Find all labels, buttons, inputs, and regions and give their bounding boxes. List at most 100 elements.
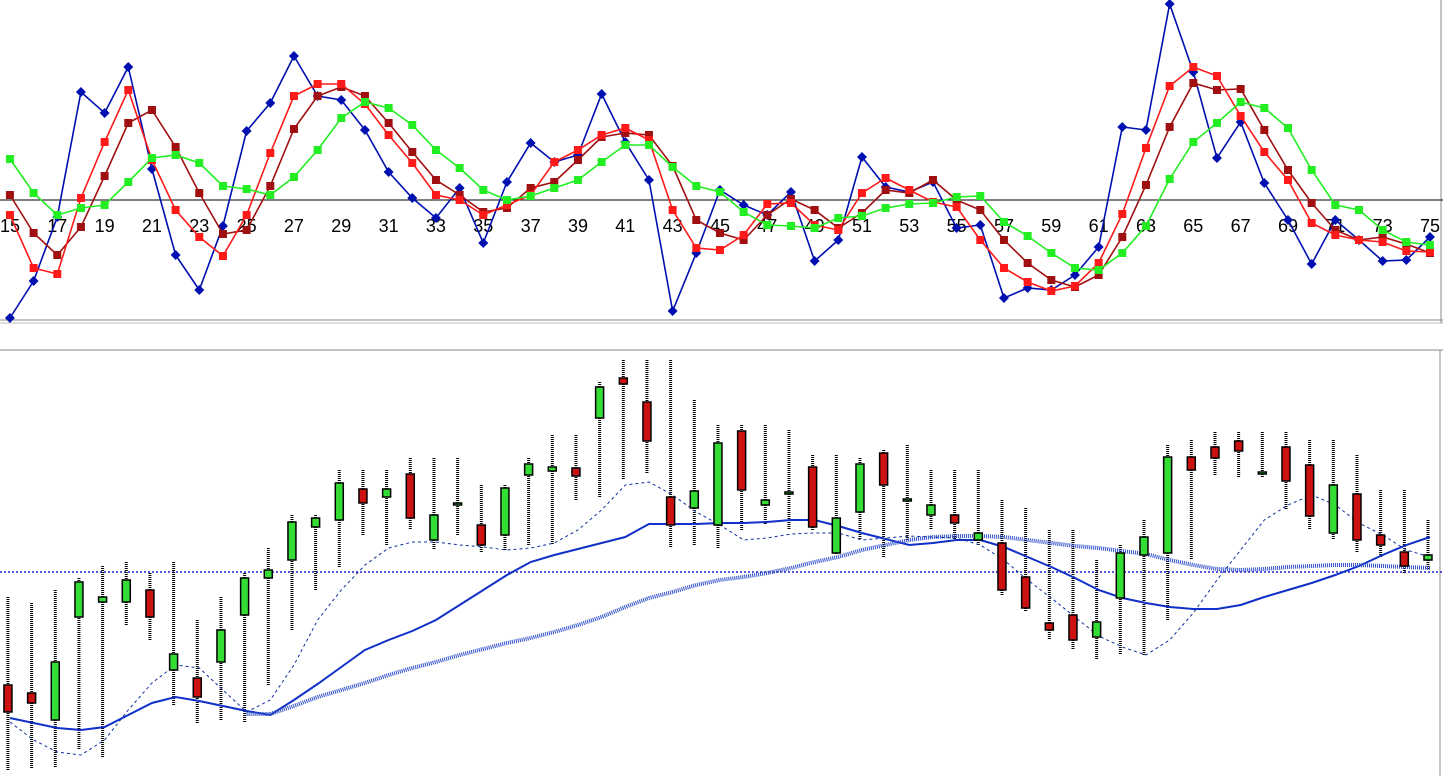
marker <box>408 159 417 167</box>
marker <box>1140 125 1151 135</box>
marker <box>857 189 866 197</box>
candle-body <box>736 430 747 491</box>
marker <box>905 186 914 194</box>
marker <box>1189 63 1198 71</box>
candle-body <box>500 487 510 536</box>
marker <box>1165 82 1174 90</box>
marker <box>337 114 346 122</box>
candle-body <box>216 629 226 663</box>
candle-body <box>3 684 13 713</box>
marker <box>1211 153 1222 163</box>
marker <box>976 192 985 200</box>
marker <box>951 223 962 233</box>
candle-body <box>1210 446 1220 459</box>
marker <box>715 229 724 237</box>
marker <box>785 187 796 197</box>
marker <box>834 226 843 234</box>
marker <box>241 126 252 136</box>
marker <box>667 306 678 316</box>
marker <box>53 251 62 259</box>
marker <box>147 154 156 162</box>
candle-body <box>594 386 605 419</box>
marker <box>29 229 38 237</box>
candle-body <box>1162 456 1173 554</box>
marker <box>266 191 275 199</box>
candle-body <box>310 517 321 528</box>
marker <box>53 270 62 278</box>
marker <box>4 313 15 323</box>
marker <box>526 192 535 200</box>
x-tick-label: 27 <box>284 216 304 236</box>
marker <box>407 193 418 203</box>
marker <box>1331 231 1340 239</box>
marker <box>810 224 819 232</box>
marker <box>99 108 110 118</box>
marker <box>359 125 370 135</box>
marker <box>1094 259 1103 267</box>
x-tick-label: 33 <box>426 216 446 236</box>
marker <box>1189 138 1198 146</box>
marker <box>431 191 440 199</box>
marker <box>195 189 204 197</box>
marker <box>550 158 559 166</box>
candle-body <box>405 473 416 519</box>
x-tick-label: 21 <box>142 216 162 236</box>
marker <box>1212 72 1221 80</box>
marker <box>29 189 38 197</box>
candle-body <box>145 589 155 618</box>
candle-body <box>239 577 250 616</box>
candle-body <box>429 514 439 541</box>
marker <box>289 92 298 100</box>
marker <box>692 182 701 190</box>
marker <box>668 163 677 171</box>
marker <box>1093 242 1104 252</box>
marker <box>857 212 866 220</box>
candle-body <box>358 488 368 504</box>
marker <box>123 62 134 72</box>
marker <box>1023 232 1032 240</box>
candle-body <box>713 442 723 526</box>
candle-body <box>642 401 652 442</box>
candle-body <box>168 653 179 671</box>
marker <box>928 176 937 184</box>
marker <box>1094 271 1103 279</box>
marker <box>809 256 820 266</box>
candle-body <box>1044 622 1055 631</box>
marker <box>171 151 180 159</box>
marker <box>266 182 275 190</box>
marker <box>1236 85 1245 93</box>
marker <box>124 178 133 186</box>
marker <box>786 222 795 230</box>
marker <box>383 167 394 177</box>
marker <box>1070 282 1079 290</box>
marker <box>1118 210 1127 218</box>
marker <box>976 236 985 244</box>
candle-body <box>949 514 960 524</box>
marker <box>644 141 653 149</box>
x-tick-label: 37 <box>521 216 541 236</box>
marker <box>834 214 843 222</box>
candle-body <box>381 488 392 498</box>
marker <box>1047 249 1056 257</box>
marker <box>100 201 109 209</box>
marker <box>76 223 85 231</box>
marker <box>1378 233 1387 241</box>
marker <box>692 216 701 224</box>
marker <box>266 149 275 157</box>
marker <box>905 200 914 208</box>
marker <box>1117 122 1128 132</box>
marker <box>1377 256 1388 266</box>
marker <box>100 172 109 180</box>
candle-body <box>1352 493 1362 541</box>
candle-body <box>1257 471 1268 475</box>
marker <box>1307 219 1316 227</box>
marker <box>1306 259 1317 269</box>
marker <box>1023 278 1032 286</box>
candle-body <box>74 581 84 618</box>
marker <box>1118 233 1127 241</box>
marker <box>408 121 417 129</box>
candle-body <box>665 496 676 526</box>
candle-body <box>50 661 61 721</box>
moving-average <box>246 534 1431 716</box>
